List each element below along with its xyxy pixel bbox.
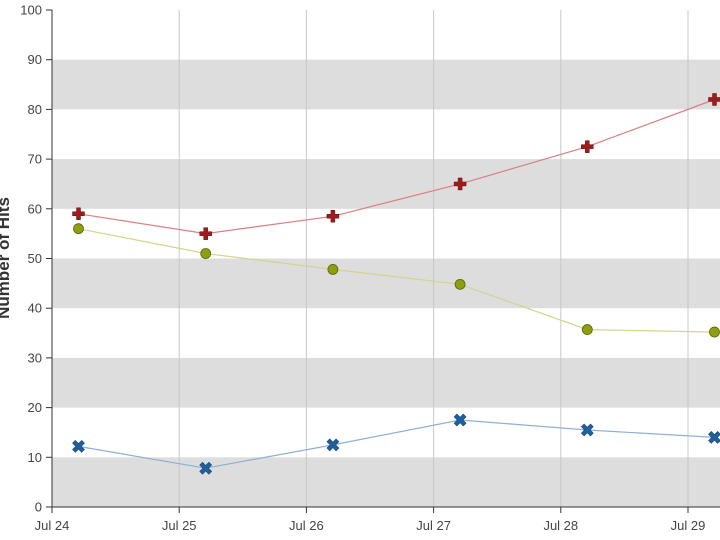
series-line: [78, 419, 715, 469]
data-point: [454, 278, 466, 290]
background-band: [52, 258, 720, 309]
background-band: [52, 159, 720, 209]
y-tick-label: 90: [28, 52, 42, 67]
series-1: [72, 93, 720, 240]
y-tick-label: 80: [28, 102, 42, 117]
y-tick-label: 20: [28, 400, 42, 415]
x-tick-label: Jul 29: [671, 518, 706, 533]
data-point-shape: [326, 438, 340, 452]
series-layer: [72, 93, 720, 475]
data-point-shape: [453, 413, 467, 427]
x-tick-label: Jul 26: [289, 518, 324, 533]
y-tick-label: 100: [20, 3, 42, 18]
background-band: [52, 59, 720, 110]
data-point: [453, 413, 467, 427]
y-tick-label: 70: [28, 152, 42, 167]
data-point-shape: [580, 423, 594, 437]
data-point: [326, 438, 340, 452]
data-point: [709, 326, 720, 338]
x-tick-label: Jul 24: [35, 518, 70, 533]
data-point-shape: [72, 440, 85, 453]
data-point: [580, 423, 594, 437]
data-point-shape: [708, 431, 720, 444]
data-point-shape: [199, 461, 213, 475]
vertical-gridlines: [178, 10, 689, 507]
series-2: [73, 223, 720, 338]
data-point: [708, 431, 720, 444]
y-tick-label: 0: [35, 500, 42, 515]
x-tick-label: Jul 27: [416, 518, 451, 533]
y-tick-label: 40: [28, 301, 42, 316]
y-tick-label: 50: [28, 251, 42, 266]
x-axis-ticks: Jul 24 Jul 25 Jul 26 Jul 27 Jul 28 Jul 29: [35, 507, 706, 533]
data-point: [200, 248, 212, 259]
y-tick-label: 10: [28, 450, 42, 465]
background-band: [52, 457, 720, 507]
y-tick-label: 30: [28, 350, 42, 365]
data-point: [72, 207, 85, 221]
data-point: [453, 177, 467, 191]
data-point: [326, 210, 340, 223]
series-line: [78, 98, 715, 235]
data-point: [73, 223, 84, 235]
data-point: [199, 461, 213, 475]
data-point: [199, 227, 212, 240]
y-tick-label: 60: [28, 201, 42, 216]
data-point: [581, 140, 594, 153]
y-axis-title: Number of Hits: [0, 197, 13, 319]
series-line: [78, 228, 715, 333]
series-3: [72, 413, 720, 475]
data-point: [327, 264, 339, 275]
x-tick-label: Jul 28: [543, 518, 578, 533]
background-band: [52, 357, 720, 408]
data-point: [581, 324, 593, 335]
data-point: [708, 93, 720, 106]
y-axis-ticks: 0 10 20 30 40 50 60 70 80 90 100: [20, 3, 52, 515]
x-tick-label: Jul 25: [162, 518, 197, 533]
background-bands: [52, 59, 720, 507]
data-point: [72, 440, 85, 453]
